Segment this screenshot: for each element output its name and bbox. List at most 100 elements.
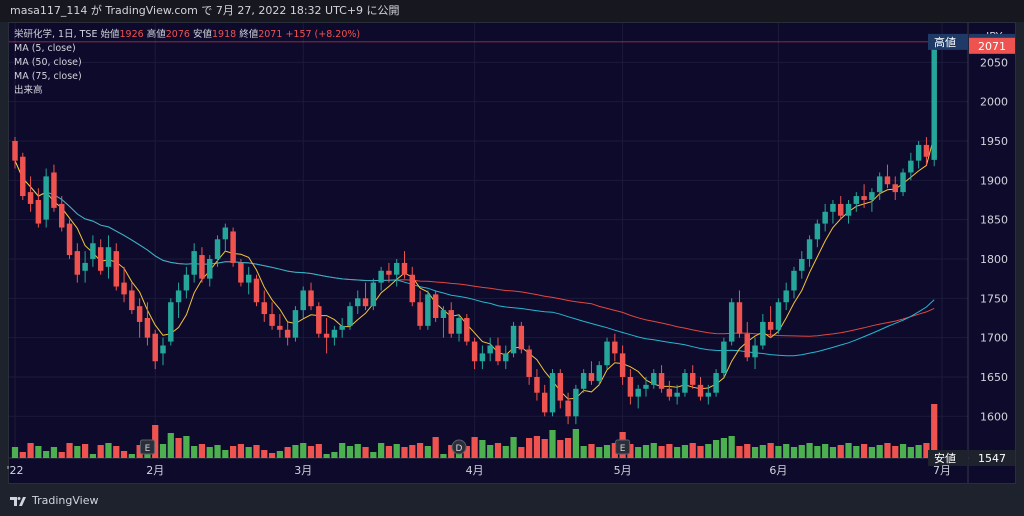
volume-bar (191, 446, 198, 458)
candle (440, 310, 447, 318)
volume-bar (658, 446, 665, 458)
candle (199, 255, 205, 279)
volume-bar (440, 454, 447, 458)
volume-bar (385, 446, 393, 458)
candle (689, 373, 696, 385)
ma50-path (14, 160, 935, 357)
candle (27, 192, 34, 204)
volume-bar (829, 447, 837, 458)
candle (838, 203, 844, 216)
volume-bar (230, 446, 237, 458)
chart-panel[interactable] (8, 22, 1016, 484)
publish-info: masa117_114 が TradingView.com で 7月 27, 2… (0, 0, 1024, 22)
candle (612, 341, 618, 354)
volume-bar (416, 443, 424, 458)
candle (697, 384, 704, 397)
volume-bar (159, 444, 167, 458)
volume-bar (370, 452, 377, 458)
volume-bar (97, 445, 104, 458)
candle (230, 231, 236, 263)
candle (806, 239, 813, 259)
volume-bar (128, 454, 135, 458)
volume-bar (931, 404, 938, 458)
volume-bar (635, 447, 642, 458)
candle (82, 262, 88, 271)
candle (378, 270, 384, 283)
candle (136, 306, 143, 322)
legend-low-label: 安値 (192, 29, 212, 40)
legend-ma50[interactable]: MA (50, close) (14, 57, 82, 68)
volume-bar (759, 445, 766, 458)
legend-ma75[interactable]: MA (75, close) (14, 71, 82, 82)
volume-bar (214, 445, 221, 458)
volume-bar (284, 447, 291, 458)
high-tag-label-box (928, 33, 968, 50)
legend-low: 1918 (211, 29, 237, 40)
low-tag-box (969, 450, 1015, 466)
volume-bar (868, 447, 876, 458)
candle (627, 376, 634, 397)
legend-change: +157 (+8.20%) (285, 29, 361, 40)
x-tick-label: '22 (6, 464, 23, 477)
volume-bar (588, 444, 595, 458)
volume-bar (822, 444, 829, 458)
volume-bar (884, 443, 891, 458)
candle (168, 302, 174, 342)
volume-bar (806, 443, 813, 458)
candle (721, 341, 727, 374)
volume-bar (43, 451, 50, 458)
marker-label: E (145, 444, 151, 454)
candle (121, 282, 127, 295)
volume-bar (533, 436, 541, 458)
volume-bar (331, 452, 338, 458)
volume-bar (27, 443, 34, 458)
legend-high: 2076 (165, 29, 190, 40)
candle (604, 341, 610, 366)
brand-label: TradingView (32, 494, 99, 507)
candle (565, 400, 571, 417)
volume-bar (697, 446, 704, 458)
y-tick-label: 2050 (980, 56, 1008, 69)
volume-bar (728, 436, 735, 458)
volume-bar (876, 445, 883, 458)
legend-ma5[interactable]: MA (5, close) (14, 43, 76, 54)
low-tag-value: 1547 (978, 452, 1006, 465)
volume-bar (424, 446, 431, 458)
candle (113, 251, 119, 287)
candle (495, 345, 501, 362)
legend-close-label: 終値 (239, 29, 259, 40)
x-tick-label: 5月 (614, 464, 632, 477)
y-tick-label: 1900 (980, 174, 1008, 187)
candle (448, 310, 454, 334)
candles (12, 41, 937, 425)
tradingview-brand[interactable]: TradingView (10, 494, 98, 507)
candle (884, 176, 891, 185)
volume-bar (494, 443, 502, 458)
volume-bar (681, 445, 689, 458)
candle (783, 290, 789, 303)
legend: 栄研化学, 1日, TSE 始値1926 高値2076 安値1918 終値207… (14, 28, 360, 98)
legend-ohlc: 栄研化学, 1日, TSE 始値1926 高値2076 安値1918 終値207… (14, 28, 360, 42)
volume-bar (113, 446, 120, 458)
candle (261, 302, 268, 315)
candle (183, 274, 190, 291)
candle (401, 262, 408, 275)
volume-bar (627, 444, 634, 458)
candle (316, 306, 322, 334)
x-tick-label: 6月 (769, 464, 787, 477)
volume-bar (487, 445, 494, 458)
candle (853, 196, 860, 204)
volume-bar (557, 440, 564, 458)
legend-close: 2071 (258, 29, 283, 40)
volume-bar (401, 447, 408, 458)
volume-bar (175, 438, 182, 458)
legend-volume[interactable]: 出来高 (14, 85, 43, 96)
candle (393, 262, 400, 275)
volume-bar (705, 444, 712, 458)
volume-bar (50, 447, 58, 458)
volume-bar (751, 447, 759, 458)
volume-bar (892, 446, 899, 458)
marker-label: E (620, 444, 626, 454)
